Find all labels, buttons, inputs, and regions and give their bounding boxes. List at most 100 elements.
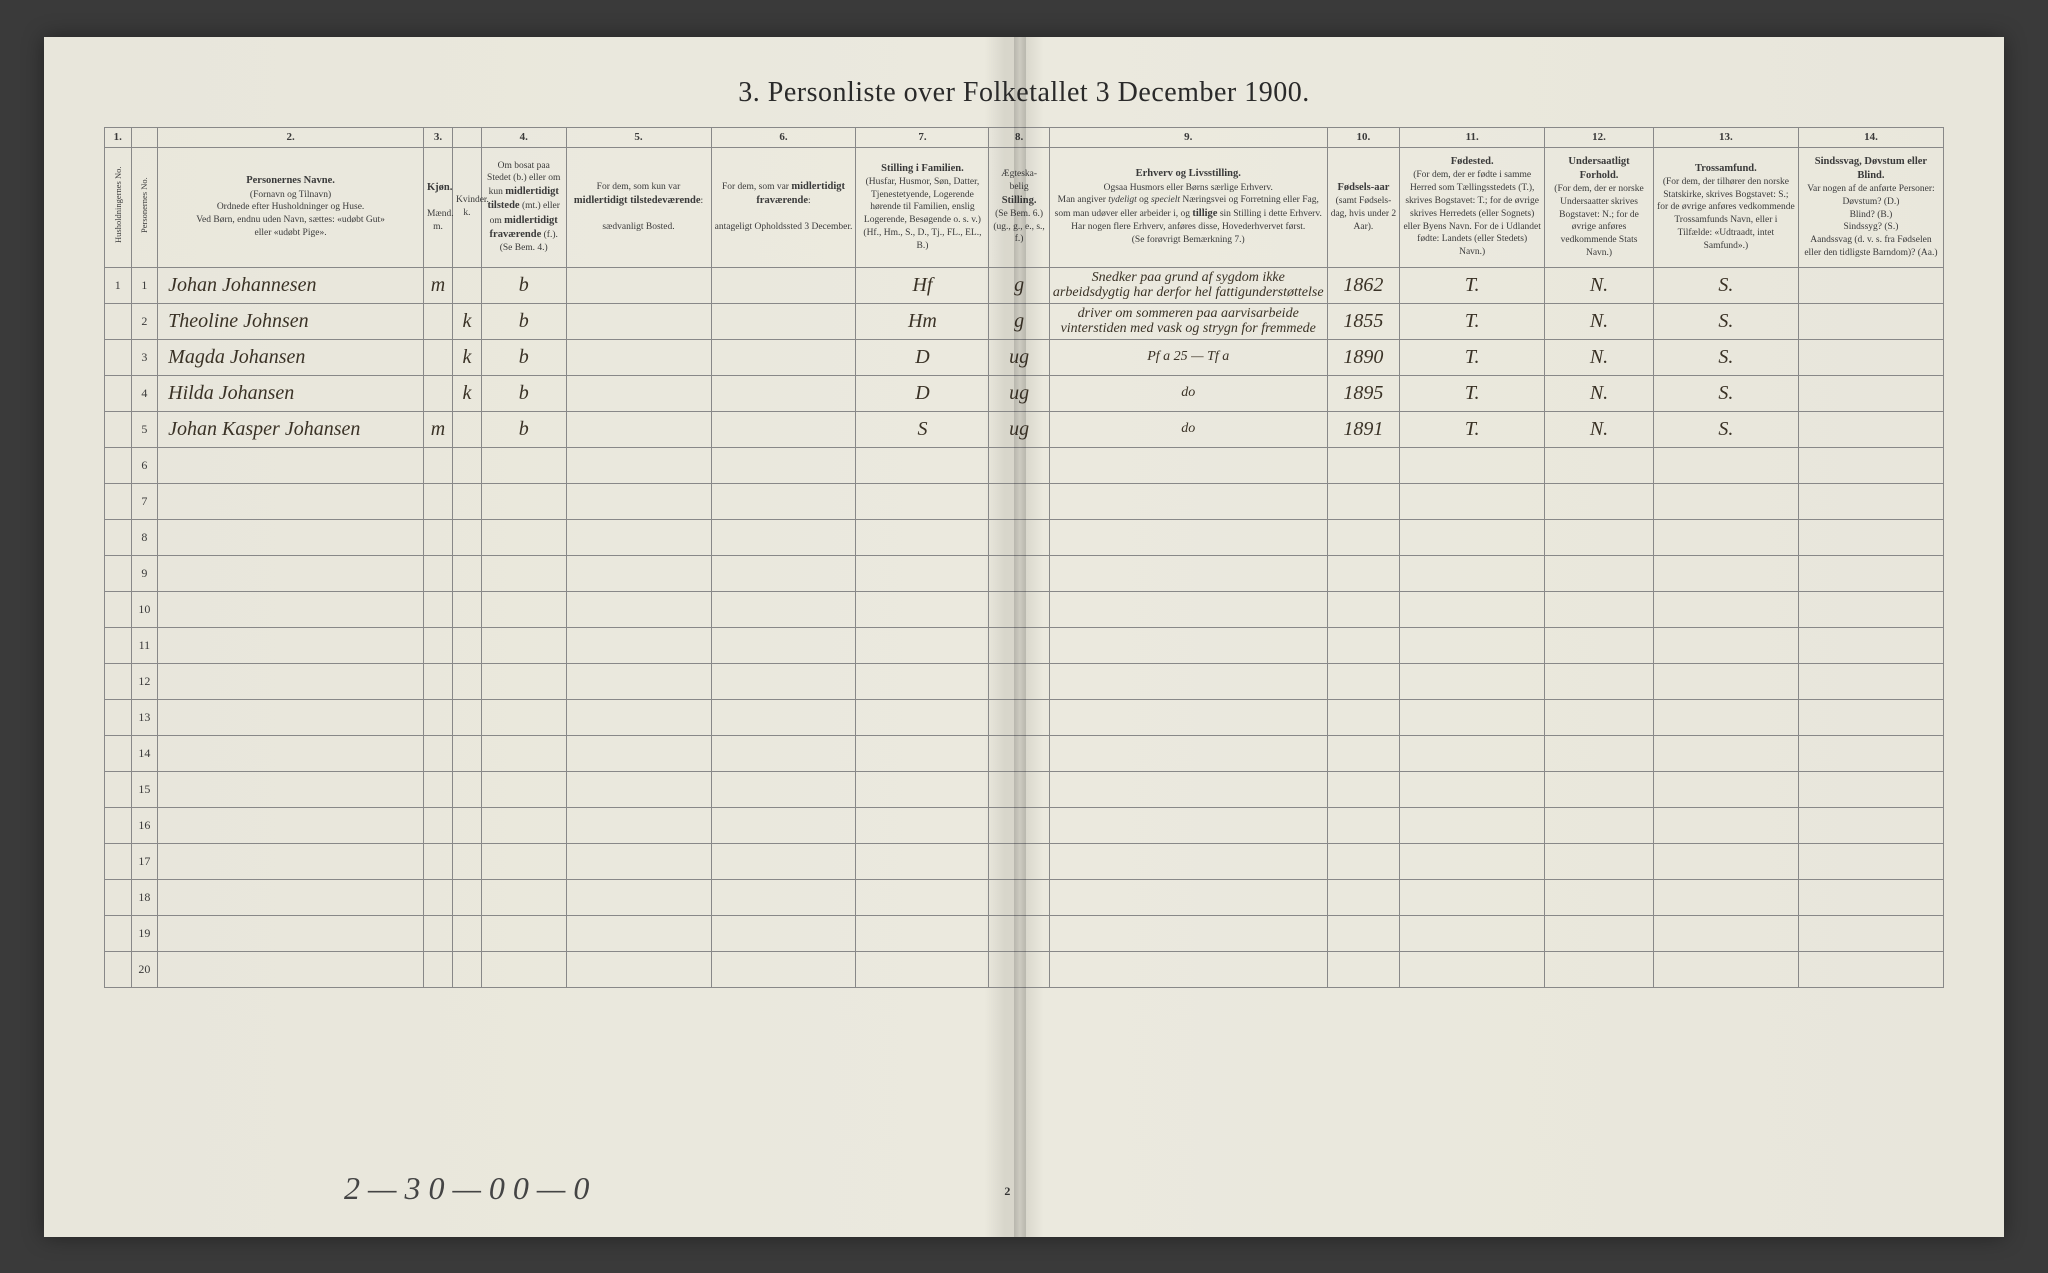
cell-empty — [989, 591, 1049, 627]
cell-occ: Snedker paa grund af sygdom ikke arbeids… — [1049, 267, 1327, 303]
cell-empty — [1653, 627, 1798, 663]
cell-empty — [566, 879, 711, 915]
cell-empty — [452, 483, 481, 519]
cell-empty — [1327, 555, 1399, 591]
cell-m — [423, 303, 452, 339]
cell-empty — [158, 519, 424, 555]
cell-empty — [711, 663, 856, 699]
cell-empty — [1327, 879, 1399, 915]
cell-empty — [1327, 663, 1399, 699]
cell-empty — [1798, 447, 1943, 483]
cell-rel: S. — [1653, 411, 1798, 447]
cell-empty — [481, 879, 566, 915]
cell-empty — [452, 879, 481, 915]
cell-empty — [1327, 951, 1399, 987]
cell-empty — [481, 447, 566, 483]
cell-empty — [1653, 879, 1798, 915]
cell-empty — [1049, 699, 1327, 735]
cell-empty — [856, 735, 989, 771]
column-header: Erhverv og Livsstilling.Ogsaa Husmors el… — [1049, 147, 1327, 267]
cell-empty — [1545, 771, 1654, 807]
table-row: 19 — [105, 915, 1944, 951]
cell-empty — [1545, 915, 1654, 951]
cell-empty — [1400, 627, 1545, 663]
cell-nat: N. — [1545, 375, 1654, 411]
cell-fr — [711, 375, 856, 411]
column-header: Trossamfund.(For dem, der tilhører den n… — [1653, 147, 1798, 267]
cell-mt — [566, 303, 711, 339]
cell-empty — [566, 951, 711, 987]
cell-m — [423, 339, 452, 375]
cell-empty — [989, 735, 1049, 771]
cell-empty — [856, 843, 989, 879]
cell-k: k — [452, 375, 481, 411]
column-number: 2. — [158, 127, 424, 147]
cell-m: m — [423, 267, 452, 303]
cell-empty — [989, 951, 1049, 987]
cell-empty — [856, 879, 989, 915]
column-number: 10. — [1327, 127, 1399, 147]
cell-birth: T. — [1400, 411, 1545, 447]
cell-empty — [1049, 483, 1327, 519]
cell-empty — [481, 519, 566, 555]
cell-mt — [566, 411, 711, 447]
cell-empty — [1049, 879, 1327, 915]
cell-empty — [158, 663, 424, 699]
cell-dis — [1798, 303, 1943, 339]
cell-empty: 16 — [131, 807, 158, 843]
cell-empty — [423, 843, 452, 879]
cell-empty — [1545, 699, 1654, 735]
cell-empty — [105, 915, 132, 951]
cell-empty — [856, 627, 989, 663]
cell-empty — [481, 951, 566, 987]
cell-empty — [105, 519, 132, 555]
column-header: Kjøn.Mænd.m. — [423, 147, 452, 267]
cell-empty — [711, 591, 856, 627]
table-row: 18 — [105, 879, 1944, 915]
cell-empty — [711, 771, 856, 807]
census-table: 1.2.3.4.5.6.7.8.9.10.11.12.13.14. Hushol… — [104, 127, 1944, 988]
cell-empty — [1798, 807, 1943, 843]
cell-mt — [566, 339, 711, 375]
table-row: 13 — [105, 699, 1944, 735]
cell-empty — [1049, 519, 1327, 555]
cell-empty — [1049, 915, 1327, 951]
cell-empty — [989, 807, 1049, 843]
cell-nat: N. — [1545, 411, 1654, 447]
cell-empty — [105, 879, 132, 915]
cell-nat: N. — [1545, 303, 1654, 339]
cell-empty — [856, 447, 989, 483]
cell-empty — [1400, 555, 1545, 591]
cell-empty — [711, 879, 856, 915]
cell-empty — [452, 591, 481, 627]
cell-empty — [1653, 735, 1798, 771]
cell-occ: do — [1049, 411, 1327, 447]
cell-empty: 8 — [131, 519, 158, 555]
cell-empty — [989, 879, 1049, 915]
cell-rel: S. — [1653, 339, 1798, 375]
cell-fam: D — [856, 339, 989, 375]
cell-rel: S. — [1653, 267, 1798, 303]
cell-empty — [105, 699, 132, 735]
cell-empty — [1798, 771, 1943, 807]
cell-civ: ug — [989, 339, 1049, 375]
cell-empty — [481, 555, 566, 591]
cell-empty — [481, 663, 566, 699]
cell-m: m — [423, 411, 452, 447]
cell-empty — [481, 699, 566, 735]
cell-res: b — [481, 303, 566, 339]
cell-empty — [423, 555, 452, 591]
cell-empty — [1653, 807, 1798, 843]
cell-empty — [158, 951, 424, 987]
cell-empty — [158, 555, 424, 591]
table-row: 8 — [105, 519, 1944, 555]
cell-empty — [158, 735, 424, 771]
column-number: 5. — [566, 127, 711, 147]
cell-empty — [1049, 663, 1327, 699]
cell-empty — [1653, 519, 1798, 555]
cell-empty — [711, 627, 856, 663]
cell-rel: S. — [1653, 375, 1798, 411]
cell-empty — [452, 627, 481, 663]
cell-nat: N. — [1545, 267, 1654, 303]
cell-empty — [1049, 627, 1327, 663]
